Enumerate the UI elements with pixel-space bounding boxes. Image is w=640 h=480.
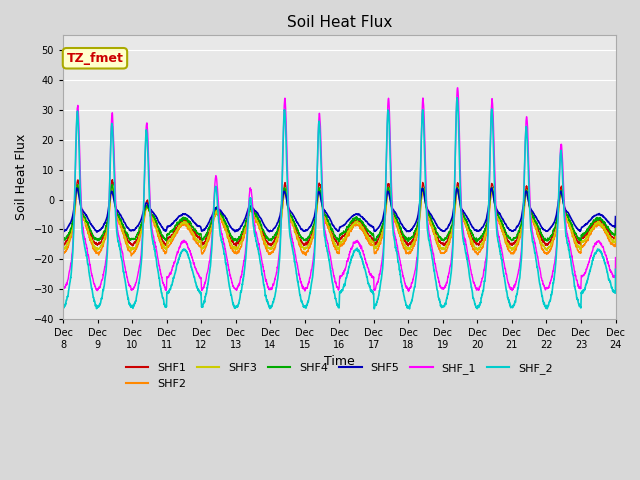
SHF5 (488, 185, 495, 191)
Legend: SHF1, SHF2, SHF3, SHF4, SHF5, SHF_1, SHF_2: SHF1, SHF2, SHF3, SHF4, SHF5, SHF_1, SHF… (122, 359, 557, 393)
SHF5 (360, 216, 367, 222)
SHF4 (390, 211, 397, 216)
SHF3 (174, 226, 182, 232)
SHF4 (612, 223, 620, 229)
SHF1 (360, 224, 368, 230)
SHF_1 (532, 248, 540, 254)
SHF_2 (406, 306, 413, 312)
SHF3 (390, 215, 397, 221)
SHF_2 (453, 95, 461, 101)
SHF3 (491, 202, 499, 208)
SHF2 (532, 227, 540, 233)
SHF5 (390, 207, 397, 213)
Line: SHF1: SHF1 (63, 180, 616, 246)
Line: SHF4: SHF4 (63, 184, 616, 242)
SHF_2 (360, 263, 367, 268)
SHF5 (532, 215, 540, 221)
SHF1 (612, 225, 620, 231)
SHF_1 (405, 288, 413, 294)
SHF3 (74, 182, 81, 188)
SHF_1 (454, 85, 461, 91)
SHF_2 (390, 231, 397, 237)
SHF_2 (518, 242, 526, 248)
SHF4 (532, 220, 540, 226)
SHF_1 (491, 179, 499, 184)
Y-axis label: Soil Heat Flux: Soil Heat Flux (15, 134, 28, 220)
SHF4 (360, 222, 368, 228)
SHF4 (491, 202, 499, 208)
SHF5 (93, 229, 100, 235)
SHF5 (518, 211, 526, 216)
SHF3 (60, 221, 67, 227)
SHF2 (491, 204, 499, 209)
SHF1 (390, 212, 397, 217)
SHF5 (60, 213, 67, 219)
SHF3 (612, 228, 620, 234)
SHF1 (198, 243, 205, 249)
Line: SHF3: SHF3 (63, 185, 616, 251)
SHF3 (508, 248, 516, 253)
SHF1 (108, 177, 116, 183)
SHF_1 (518, 238, 526, 244)
SHF_1 (60, 241, 67, 247)
SHF1 (174, 223, 182, 228)
SHF1 (491, 199, 499, 205)
SHF2 (174, 227, 182, 233)
SHF5 (612, 214, 620, 219)
SHF2 (518, 227, 526, 232)
SHF2 (127, 253, 135, 259)
SHF4 (60, 217, 67, 223)
SHF4 (174, 221, 182, 227)
SHF_1 (390, 220, 397, 226)
SHF2 (60, 224, 67, 230)
SHF4 (108, 181, 116, 187)
SHF2 (360, 231, 368, 237)
SHF_1 (612, 255, 620, 261)
SHF_2 (60, 251, 67, 256)
Line: SHF_1: SHF_1 (63, 88, 616, 291)
SHF_2 (173, 260, 181, 265)
Line: SHF_2: SHF_2 (63, 98, 616, 309)
SHF4 (518, 217, 526, 223)
SHF1 (60, 219, 67, 225)
Line: SHF5: SHF5 (63, 188, 616, 232)
SHF_2 (532, 259, 540, 264)
SHF3 (360, 227, 367, 232)
Line: SHF2: SHF2 (63, 186, 616, 256)
SHF_1 (173, 249, 181, 255)
SHF2 (109, 183, 116, 189)
SHF3 (518, 224, 526, 229)
SHF2 (390, 214, 397, 219)
X-axis label: Time: Time (324, 355, 355, 368)
SHF_2 (612, 266, 620, 272)
SHF1 (518, 219, 526, 225)
SHF_1 (360, 252, 367, 257)
SHF5 (174, 215, 182, 221)
SHF5 (491, 202, 499, 208)
Title: Soil Heat Flux: Soil Heat Flux (287, 15, 392, 30)
SHF4 (233, 239, 241, 245)
SHF3 (532, 224, 540, 230)
SHF2 (612, 231, 620, 237)
SHF1 (532, 223, 540, 228)
Text: TZ_fmet: TZ_fmet (67, 52, 124, 65)
SHF_2 (491, 198, 499, 204)
